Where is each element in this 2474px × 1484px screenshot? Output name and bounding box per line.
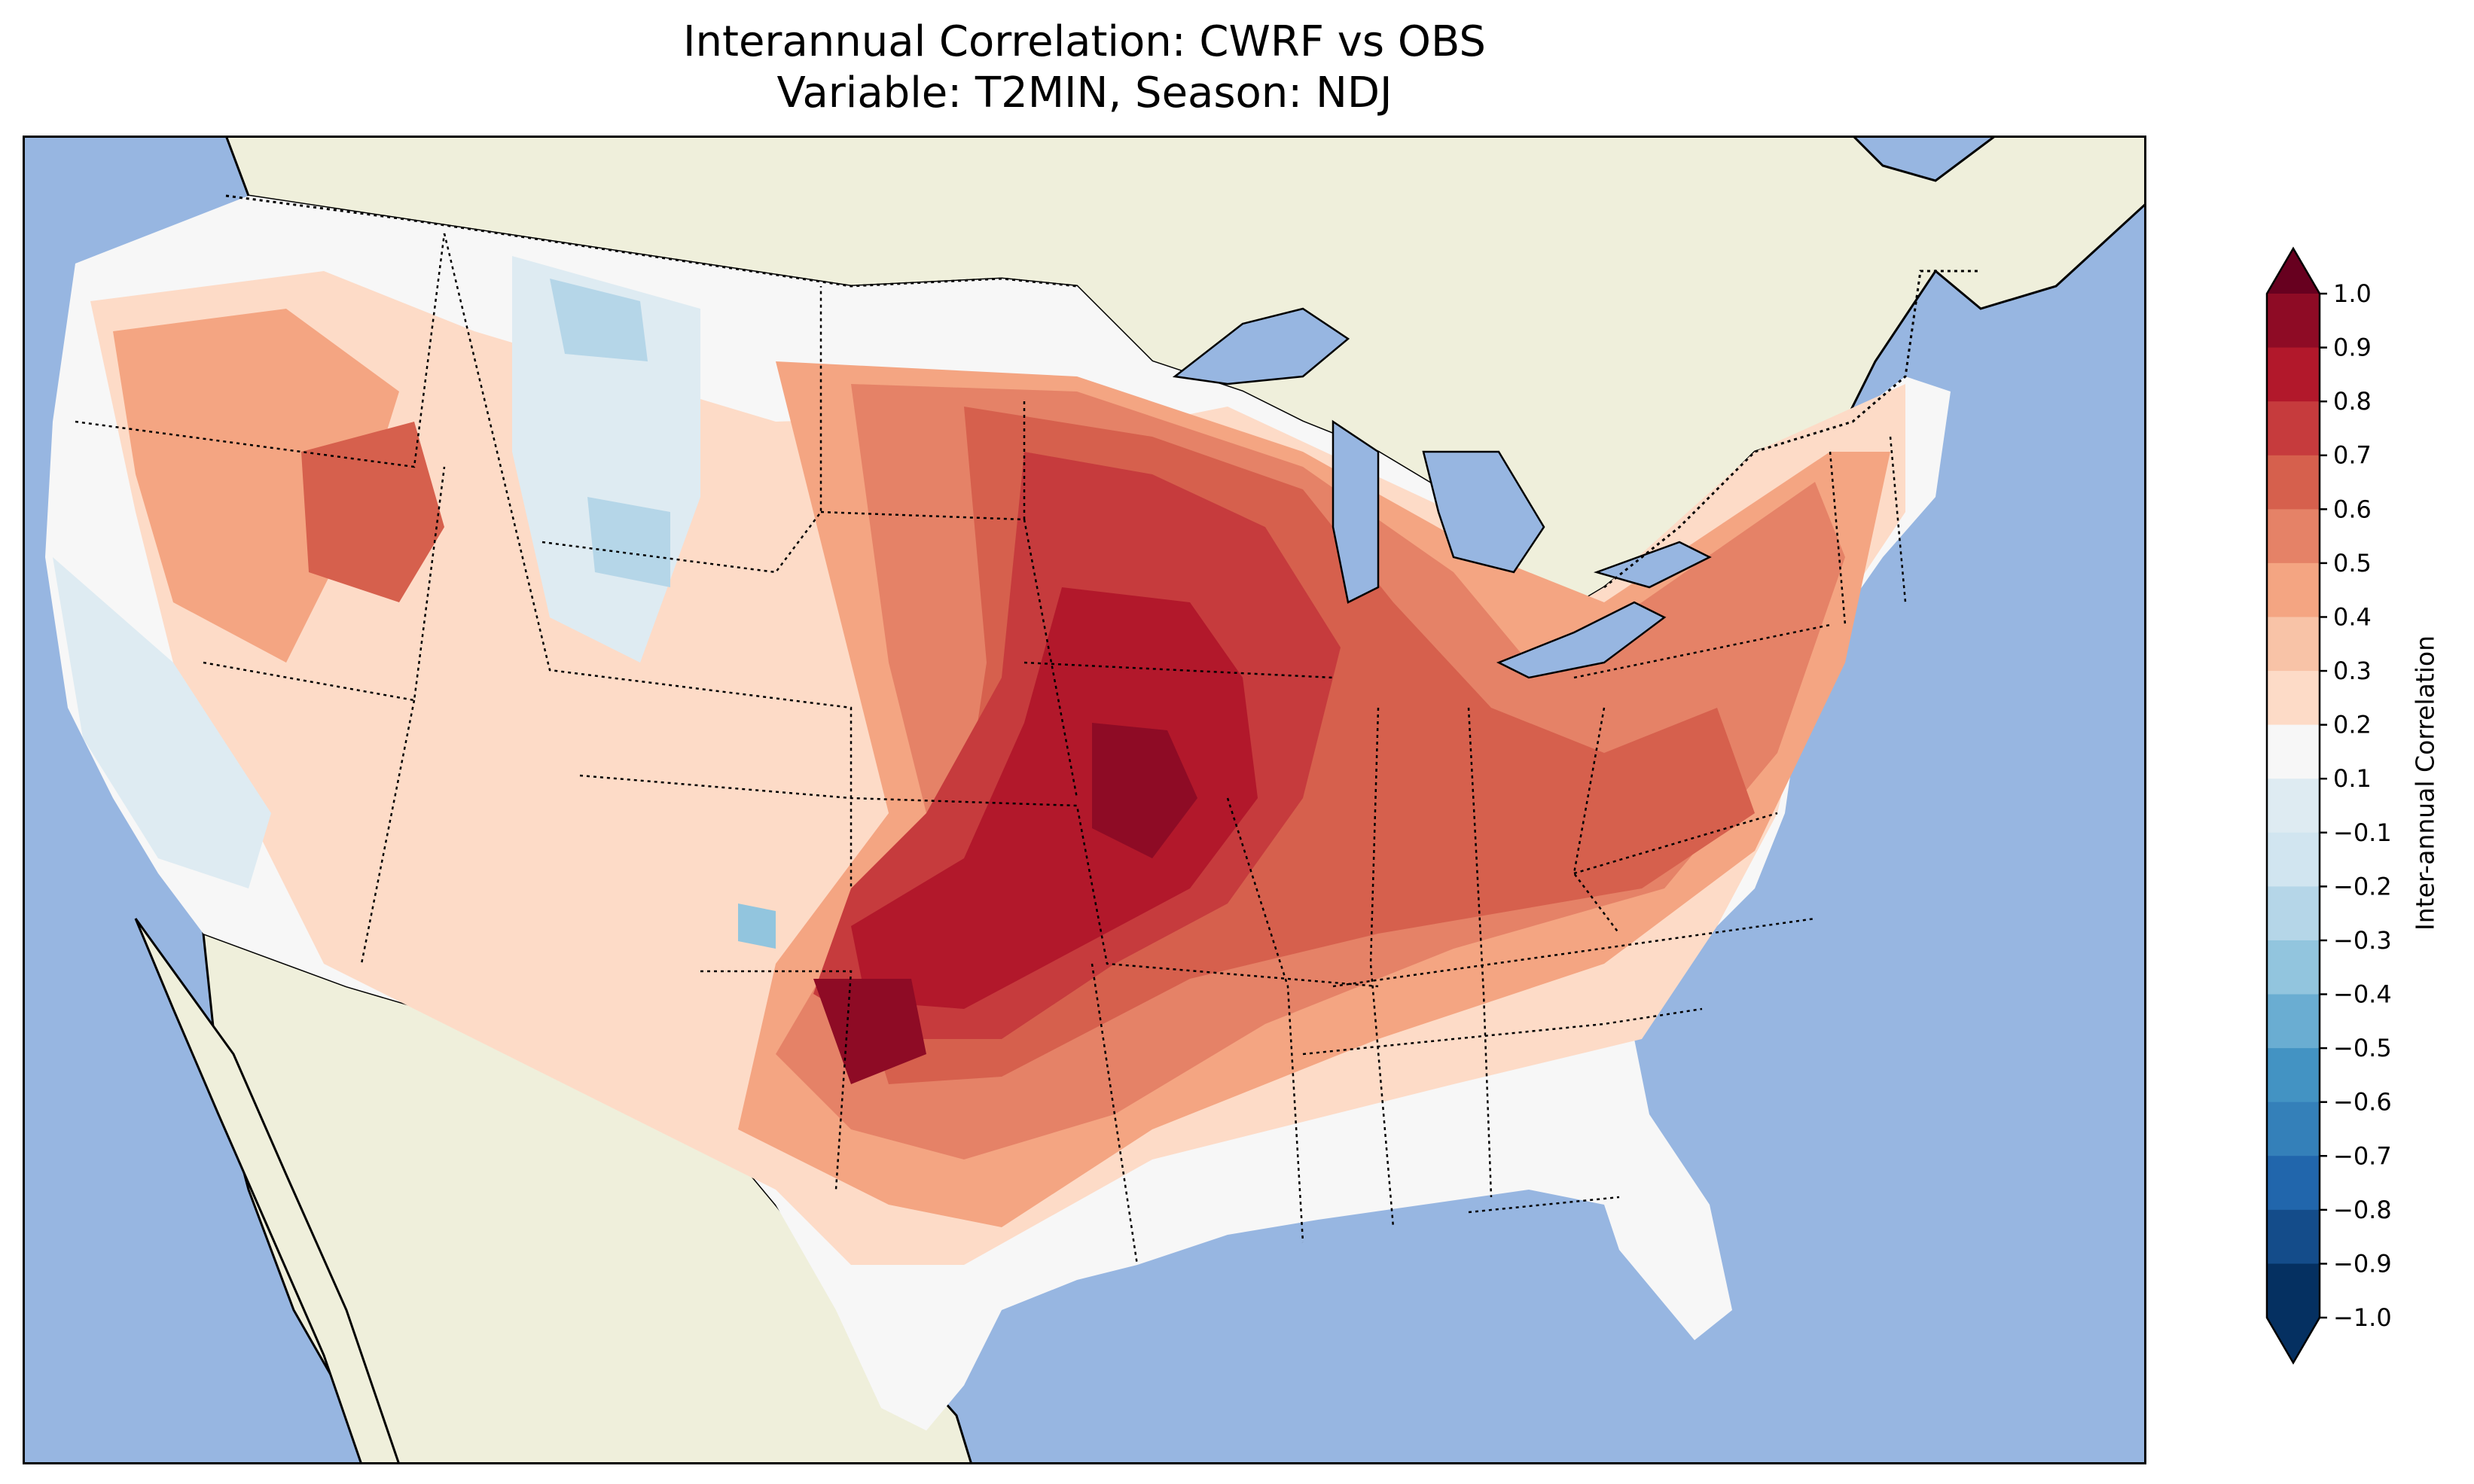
colorbar-label: Inter-annual Correlation (2410, 635, 2440, 931)
colorbar-segment (2267, 671, 2320, 726)
map-frame (23, 136, 2146, 1464)
colorbar-segment (2267, 779, 2320, 833)
colorbar-segment (2267, 509, 2320, 564)
title-line-1: Interannual Correlation: CWRF vs OBS (683, 17, 1486, 66)
us-canada-border (225, 194, 1078, 288)
colorbar-tick-label: 0.1 (2333, 764, 2372, 793)
colorbar-ticks: 1.0 0.9 0.8 0.7 0.6 0.5 0.4 0.3 0.2 0.1 −0.1 −0.2 −0… (2320, 279, 2392, 1332)
map-title: Interannual Correlation: CWRF vs OBS Var… (23, 17, 2146, 119)
colorbar-tick-label: −0.3 (2333, 926, 2392, 955)
title-line-2: Variable: T2MIN, Season: NDJ (776, 69, 1393, 117)
land-baja (134, 918, 401, 1464)
colorbar-tick-label: 0.2 (2333, 711, 2372, 739)
colorbar-tick-label: −0.8 (2333, 1196, 2392, 1224)
colorbar-segment (2267, 1048, 2320, 1103)
colorbar-segment (2267, 294, 2320, 349)
colorbar-segment (2267, 886, 2320, 941)
colorbar-tick-label: −0.5 (2333, 1034, 2392, 1062)
colorbar-segment (2267, 1156, 2320, 1211)
colorbar-segment (2267, 1209, 2320, 1264)
colorbar-segment (2267, 562, 2320, 617)
colorbar-extend-min (2267, 1318, 2320, 1363)
colorbar-tick-label: −0.4 (2333, 980, 2392, 1009)
conus-field (45, 196, 1951, 1431)
colorbar-tick-label: −0.9 (2333, 1249, 2392, 1278)
colorbar-tick-label: 0.5 (2333, 549, 2372, 577)
colorbar-tick-label: −0.7 (2333, 1141, 2392, 1170)
colorbar-segments (2265, 246, 2321, 1365)
colorbar-segment (2267, 401, 2320, 456)
great-lakes (1172, 307, 1712, 679)
colorbar-segment (2267, 455, 2320, 510)
colorbar-tick-label: −1.0 (2333, 1303, 2392, 1332)
colorbar-tick-label: 0.4 (2333, 602, 2372, 631)
colorbar-segment (2267, 832, 2320, 887)
colorbar-tick-label: 0.6 (2333, 495, 2372, 523)
colorbar: 1.0 0.9 0.8 0.7 0.6 0.5 0.4 0.3 0.2 0.1 −0.1 −0.2 −0… (2265, 246, 2392, 1365)
colorbar-segment (2267, 347, 2320, 402)
colorbar-segment (2267, 724, 2320, 779)
colorbar-tick-label: −0.1 (2333, 818, 2392, 847)
colorbar-segment (2267, 940, 2320, 995)
state-borders (75, 233, 1907, 1266)
colorbar-segment (2267, 617, 2320, 672)
colorbar-tick-label: −0.2 (2333, 872, 2392, 900)
colorbar-tick-label: 0.9 (2333, 334, 2372, 362)
colorbar-segment (2267, 1102, 2320, 1156)
colorbar-extend-max (2267, 248, 2320, 294)
us-canada-border-east (1603, 270, 1981, 589)
colorbar-tick-label: −0.6 (2333, 1088, 2392, 1117)
correlation-map (23, 136, 2146, 1464)
colorbar-tick-label: 1.0 (2333, 279, 2372, 308)
colorbar-segment (2267, 1263, 2320, 1318)
colorbar-tick-label: 0.8 (2333, 387, 2372, 416)
colorbar-segment (2267, 994, 2320, 1049)
colorbar-tick-label: 0.3 (2333, 657, 2372, 685)
colorbar-tick-label: 0.7 (2333, 441, 2372, 470)
